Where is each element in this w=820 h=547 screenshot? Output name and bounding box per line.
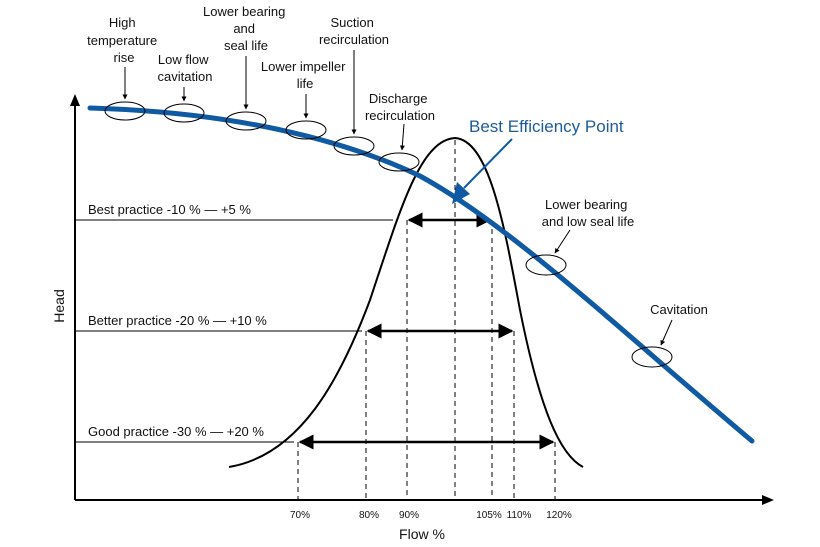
pump-head-curve <box>87 105 755 444</box>
callout-cavitation: Cavitation <box>650 302 708 317</box>
callout-lower-bearing-low-seal: Lower bearing and low seal life <box>542 197 635 229</box>
leader-discharge-recirc <box>399 123 405 151</box>
callout-lower-bearing-seal: Lower bearing and seal life <box>203 4 289 53</box>
tick-80: 80% <box>359 510 379 521</box>
practice-good-label: Good practice -30 % — +20 % <box>88 424 264 439</box>
bep-callout: Best Efficiency Point <box>452 117 624 204</box>
practice-good: Good practice -30 % — +20 % <box>75 424 555 450</box>
callout-high-temp: High temperature rise <box>87 15 161 65</box>
marker-lower-bearing-seal <box>225 111 267 131</box>
bep-pointer-line <box>463 138 513 189</box>
practice-better: Better practice -20 % — +10 % <box>75 313 514 339</box>
tick-90: 90% <box>399 510 419 521</box>
x-axis-arrow-icon <box>762 495 774 505</box>
marker-suction-recirc <box>333 136 375 156</box>
tick-110: 110% <box>507 510 532 521</box>
y-axis-label: Head <box>51 289 67 322</box>
callout-lower-impeller: Lower impeller life <box>261 59 349 91</box>
marker-low-flow <box>163 103 205 123</box>
leader-cavitation <box>660 319 673 346</box>
leader-lower-bearing-low-seal <box>554 229 571 254</box>
x-axis-label: Flow % <box>399 526 445 542</box>
marker-high-temp <box>104 101 146 121</box>
callout-low-flow: Low flow cavitation <box>158 52 213 84</box>
tick-70: 70% <box>290 510 310 521</box>
callout-labels: High temperature rise Low flow cavitatio… <box>87 4 708 317</box>
y-axis-arrow-icon <box>70 94 80 106</box>
efficiency-bell-curve <box>228 136 584 468</box>
callout-suction-recirc: Suction recirculation <box>319 15 389 47</box>
callout-discharge-recirc: Discharge recirculation <box>365 91 435 123</box>
tick-120: 120% <box>546 510 572 521</box>
flow-tick-labels: 70% 80% 90% 105% 110% 120% <box>290 510 572 521</box>
bep-pointer-arrow-icon <box>452 182 470 204</box>
callout-leaders <box>122 50 673 346</box>
marker-lower-bearing-low-seal <box>525 254 567 276</box>
bep-label: Best Efficiency Point <box>469 117 624 136</box>
practice-best: Best practice -10 % — +5 % <box>75 202 492 228</box>
curve-markers <box>104 101 673 368</box>
axes: Head Flow % <box>51 94 774 542</box>
practice-best-label: Best practice -10 % — +5 % <box>88 202 251 217</box>
flow-guide-lines <box>297 140 556 500</box>
marker-lower-impeller <box>285 120 327 140</box>
marker-discharge-recirc <box>378 152 420 172</box>
practice-better-label: Better practice -20 % — +10 % <box>88 313 267 328</box>
marker-cavitation <box>631 346 673 368</box>
tick-105: 105% <box>476 510 502 521</box>
